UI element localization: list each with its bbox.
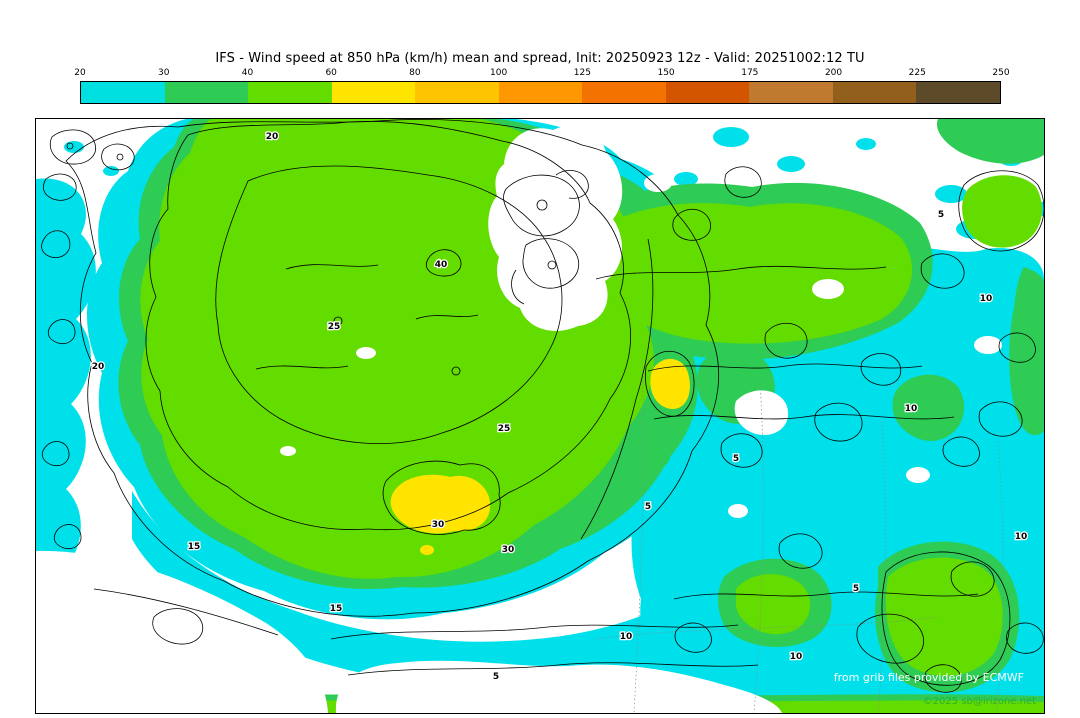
colorbar-segment	[498, 82, 583, 103]
colorbar-segment	[582, 82, 666, 103]
colorbar-segment	[331, 82, 416, 103]
contour-labels-layer: 20 20 15 15 25 25 30 30 40 5 5 5 5 5 10 10 10 10 10	[90, 131, 1028, 684]
colorbar-segment	[248, 82, 332, 103]
chart-title: IFS - Wind speed at 850 hPa (km/h) mean …	[215, 51, 865, 66]
colorbar-tick: 175	[741, 68, 759, 78]
ecmwf-attribution: from grib files provided by ECMWF	[834, 671, 1024, 684]
contour-label: 25	[498, 424, 511, 434]
contour-label: 15	[188, 542, 201, 552]
colorbar-tick: 200	[824, 68, 843, 78]
contour-label: 10	[1015, 532, 1028, 542]
colorbar-segment	[164, 82, 249, 103]
contour-label: 10	[905, 404, 918, 414]
contour-label: 20	[92, 362, 105, 372]
contour-label: 5	[733, 454, 739, 464]
map-frame: 20 20 15 15 25 25 30 30 40 5 5 5 5 5 10 10 10 10 10 from g…	[35, 118, 1045, 714]
contour-label: 5	[645, 502, 651, 512]
colorbar-segment	[81, 82, 165, 103]
colorbar-segment	[749, 82, 833, 103]
contour-label: 15	[330, 604, 343, 614]
contour-label: 10	[620, 632, 633, 642]
colorbar-tick: 225	[908, 68, 926, 78]
colorbar-tick: 20	[74, 68, 86, 78]
colorbar-tick: 80	[409, 68, 421, 78]
colorbar-tick: 100	[490, 68, 508, 78]
copyright-attribution: ©2025 sb@irizone.net	[923, 696, 1036, 707]
colorbar-tick: 60	[325, 68, 337, 78]
colorbar-segment	[415, 82, 499, 103]
colorbar-tick: 40	[241, 68, 254, 78]
contour-label: 5	[493, 672, 499, 682]
colorbar-segment	[916, 82, 1001, 103]
colorbar-tick: 30	[157, 68, 170, 78]
attribution-layer: from grib files provided by ECMWF ©2025 …	[834, 671, 1036, 707]
contour-label: 5	[938, 210, 944, 220]
colorbar-segment	[832, 82, 917, 103]
contour-label: 10	[790, 652, 803, 662]
contour-label: 40	[435, 260, 448, 270]
contour-label: 20	[266, 132, 279, 142]
white-patch-layer	[36, 125, 1002, 713]
map-canvas: 20 20 15 15 25 25 30 30 40 5 5 5 5 5 10 10 10 10 10 from g…	[36, 119, 1044, 713]
colorbar-tick: 150	[657, 68, 675, 78]
colorbar-tick: 125	[573, 68, 591, 78]
colorbar-ticks: 20 30 40 60 80 100 125 150 175 200 225 250	[74, 68, 1009, 81]
contour-label: 25	[328, 322, 341, 332]
contour-lines-layer	[41, 119, 1044, 693]
contour-label: 30	[502, 545, 515, 555]
yellow-fill-layer	[390, 358, 690, 555]
contour-label: 30	[432, 520, 445, 530]
graticule-layer	[595, 358, 1004, 713]
colorbar-segment	[665, 82, 750, 103]
colorbar-tick: 250	[992, 68, 1010, 78]
colorbar: 20 30 40 60 80 100 125 150 175 200 225 250	[74, 68, 1010, 104]
contour-label: 10	[980, 294, 993, 304]
colorbar-bar	[80, 81, 1001, 104]
contour-label: 5	[853, 584, 859, 594]
